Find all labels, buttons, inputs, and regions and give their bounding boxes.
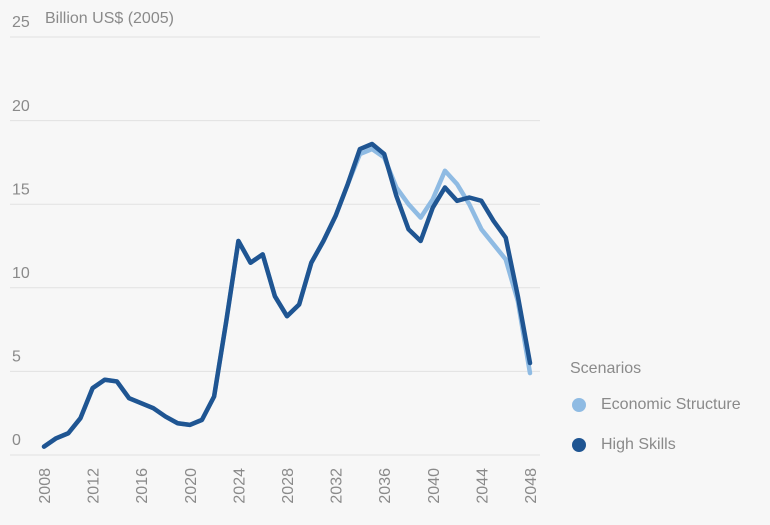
legend-marker <box>572 438 586 452</box>
y-tick-label: 0 <box>12 432 21 449</box>
x-tick-label: 2016 <box>134 468 151 504</box>
y-axis-label: Billion US$ (2005) <box>45 10 174 27</box>
x-tick-label: 2008 <box>37 468 54 504</box>
x-tick-label: 2020 <box>183 468 200 504</box>
legend-marker <box>572 398 586 412</box>
x-tick-label: 2036 <box>377 468 394 504</box>
legend-title: Scenarios <box>570 360 641 377</box>
x-tick-label: 2028 <box>280 468 297 504</box>
legend-label: High Skills <box>601 436 676 453</box>
x-tick-label: 2048 <box>523 468 540 504</box>
y-tick-label: 15 <box>12 181 30 198</box>
x-tick-label: 2024 <box>231 468 248 504</box>
y-tick-label: 20 <box>12 98 30 115</box>
x-tick-label: 2040 <box>426 468 443 504</box>
x-tick-label: 2012 <box>86 468 103 504</box>
y-tick-label: 25 <box>12 14 30 31</box>
y-tick-label: 10 <box>12 265 30 282</box>
x-tick-label: 2032 <box>329 468 346 504</box>
series-line <box>41 141 533 449</box>
x-tick-label: 2044 <box>474 468 491 504</box>
series-line <box>41 146 533 449</box>
legend-label: Economic Structure <box>601 396 741 413</box>
y-tick-label: 5 <box>12 349 21 366</box>
